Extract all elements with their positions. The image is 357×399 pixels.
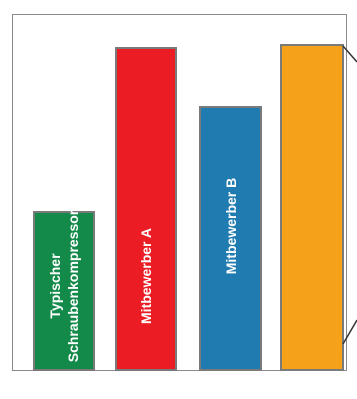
bar-4	[280, 44, 344, 371]
bar-2	[115, 47, 177, 371]
bar-1	[33, 211, 95, 371]
callout-line-top	[342, 45, 357, 63]
bar-3	[199, 106, 262, 371]
callout-line-bottom	[342, 319, 357, 345]
